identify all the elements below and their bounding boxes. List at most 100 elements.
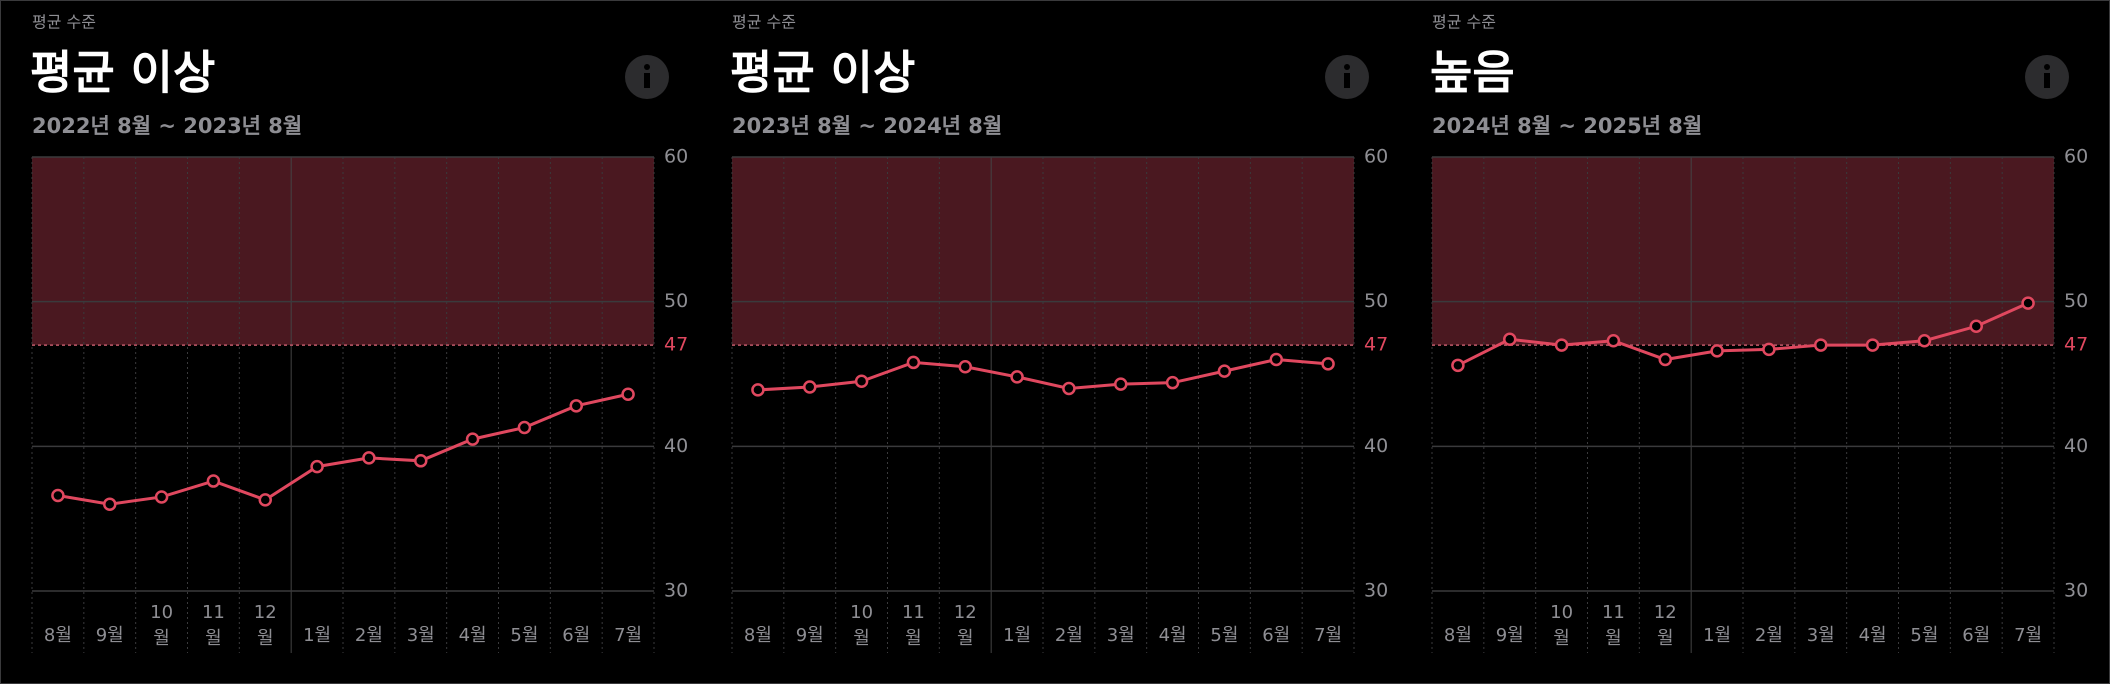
y-tick-label: 30 [1364,580,1388,602]
x-tick-part: 12 [954,602,977,623]
y-tick-label: 50 [2064,290,2088,312]
threshold-label: 47 [2064,334,2088,356]
data-point [621,387,635,402]
x-tick-label: 8월 [1444,625,1472,646]
x-tick-label: 7월 [2014,625,2042,646]
data-point [1969,319,1983,334]
data-point [751,383,765,397]
info-dot [1344,64,1350,70]
info-bar [1344,73,1350,88]
data-point [1321,357,1335,371]
x-tick-label: 11 월 [1602,602,1625,649]
x-tick-label: 7월 [614,625,642,646]
threshold-band [32,157,654,346]
info-dot [644,64,650,70]
data-point [1010,370,1024,384]
x-tick-label: 11 월 [202,602,225,649]
data-point [258,493,272,507]
data-point [854,374,869,388]
x-tick-label: 8월 [44,625,72,646]
x-tick-label: 3월 [407,625,435,646]
info-bar [644,73,650,88]
x-tick-label: 4월 [1859,625,1887,646]
line-series [757,358,1329,392]
data-point [362,451,376,465]
data-point [1762,342,1776,357]
line-series [57,392,629,506]
info-dot [2044,64,2050,70]
x-tick-part: 11 [1602,602,1625,623]
x-tick-label: 6월 [1262,625,1290,646]
data-point [906,355,921,370]
data-point [958,360,972,374]
x-tick-label: 5월 [1910,625,1938,646]
x-tick-label: 11 월 [902,602,925,649]
y-tick-label: 60 [2064,146,2088,168]
data-point [1814,338,1828,352]
x-tick-label: 6월 [1962,625,1990,646]
x-tick-label: 4월 [1159,625,1187,646]
y-tick-label: 30 [664,580,688,602]
x-tick-part: 12 [254,602,277,623]
data-point [103,497,117,511]
panel-subtitle: 2022년 8월 ~ 2023년 8월 [32,114,302,138]
data-point [310,459,324,474]
x-tick-label: 10 월 [1550,602,1573,649]
x-tick-label: 9월 [1496,625,1524,646]
x-tick-part: 월 [905,628,922,649]
data-point [1451,358,1465,373]
data-point [1269,352,1283,367]
x-tick-label: 7월 [1314,625,1342,646]
data-point [2021,296,2035,310]
data-point [465,432,480,446]
threshold-band [732,157,1354,346]
x-tick-part: 12 [1654,602,1677,623]
panel-label: 평균 수준 [1432,13,1496,32]
x-tick-label: 1월 [303,625,331,646]
x-tick-label: 12 월 [254,602,277,649]
data-point [1606,333,1621,348]
x-tick-label: 3월 [1107,625,1135,646]
data-point [1217,364,1232,378]
x-tick-part: 10 [1550,602,1573,623]
panel-title: 평균 이상 [30,46,215,100]
data-point [803,380,817,394]
y-tick-label: 60 [664,146,688,168]
x-tick-part: 월 [205,628,222,649]
y-tick-label: 40 [1364,435,1388,457]
x-tick-label: 6월 [562,625,590,646]
panel-label: 평균 수준 [732,13,796,32]
x-tick-label: 2월 [1055,625,1083,646]
x-tick-part: 월 [1657,628,1674,649]
panel-label: 평균 수준 [32,13,96,32]
x-tick-part: 월 [257,628,274,649]
x-tick-part: 월 [853,628,870,649]
data-point [1710,344,1724,358]
panel-subtitle: 2024년 8월 ~ 2025년 8월 [1432,114,1702,138]
x-tick-label: 2월 [355,625,383,646]
x-tick-label: 1월 [1003,625,1031,646]
x-tick-label: 1월 [1703,625,1731,646]
x-tick-label: 12 월 [954,602,977,649]
data-point [1917,333,1932,348]
y-tick-label: 50 [1364,290,1388,312]
threshold-label: 47 [664,334,688,356]
data-point [414,454,428,468]
panel-title: 높음 [1430,46,1515,100]
x-tick-label: 10 월 [850,602,873,649]
data-point [517,420,532,435]
threshold-band [1432,157,2054,346]
x-tick-label: 3월 [1807,625,1835,646]
data-point [1114,377,1128,391]
x-tick-part: 10 [850,602,873,623]
x-tick-label: 4월 [459,625,487,646]
data-point [206,474,221,488]
x-tick-label: 12 월 [1654,602,1677,649]
info-bar [2044,73,2050,88]
data-point [1062,381,1076,396]
x-tick-label: 9월 [796,625,824,646]
data-point [1554,338,1569,352]
data-point [1165,375,1180,390]
x-tick-part: 월 [957,628,974,649]
